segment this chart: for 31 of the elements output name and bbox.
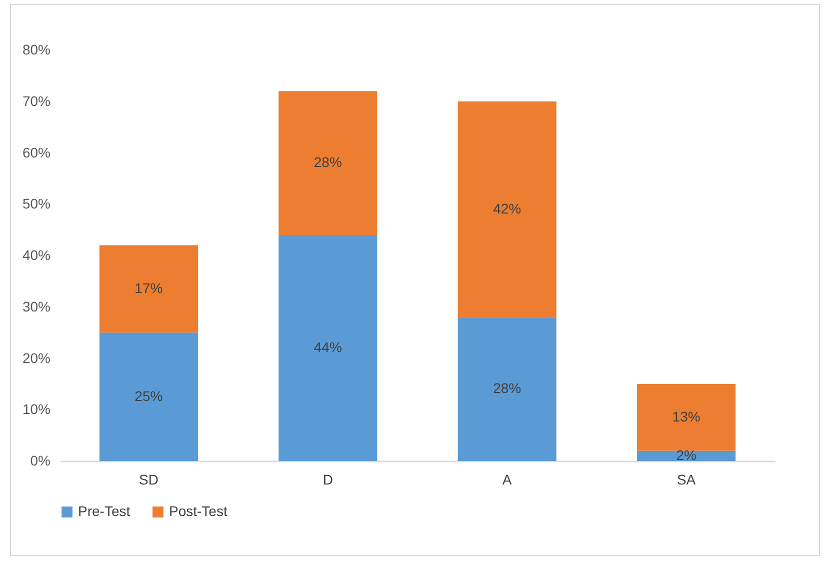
bar (99, 245, 198, 333)
x-tick-label: A (502, 472, 512, 488)
x-tick-label: SD (138, 472, 158, 488)
bar (278, 91, 378, 235)
bar (637, 384, 736, 451)
data-label: 44% (314, 338, 342, 355)
legend-label: Pre-Test (78, 503, 130, 519)
data-label: 2% (676, 446, 696, 463)
bar (458, 101, 556, 318)
y-tick-label: 10% (22, 401, 50, 418)
y-tick-label: 20% (22, 350, 50, 366)
bar (458, 317, 556, 461)
x-tick-label: D (322, 472, 333, 488)
y-tick-label: 60% (22, 144, 50, 160)
data-label: 13% (672, 408, 700, 424)
y-tick-label: 0% (30, 452, 50, 468)
data-label: 42% (493, 200, 522, 216)
data-label: 25% (134, 388, 163, 404)
data-label: 17% (134, 280, 163, 296)
y-tick-label: 70% (22, 92, 50, 109)
bar (99, 332, 198, 461)
data-label: 28% (314, 154, 342, 170)
legend-label: Post-Test (169, 503, 228, 519)
data-label: 28% (493, 380, 522, 396)
x-tick-label: SA (676, 472, 696, 488)
y-tick-label: 50% (22, 196, 50, 212)
y-tick-label: 40% (22, 247, 50, 263)
y-tick-label: 30% (22, 298, 50, 314)
y-tick-label: 80% (22, 42, 50, 58)
bar (278, 234, 378, 461)
bar (637, 450, 736, 461)
